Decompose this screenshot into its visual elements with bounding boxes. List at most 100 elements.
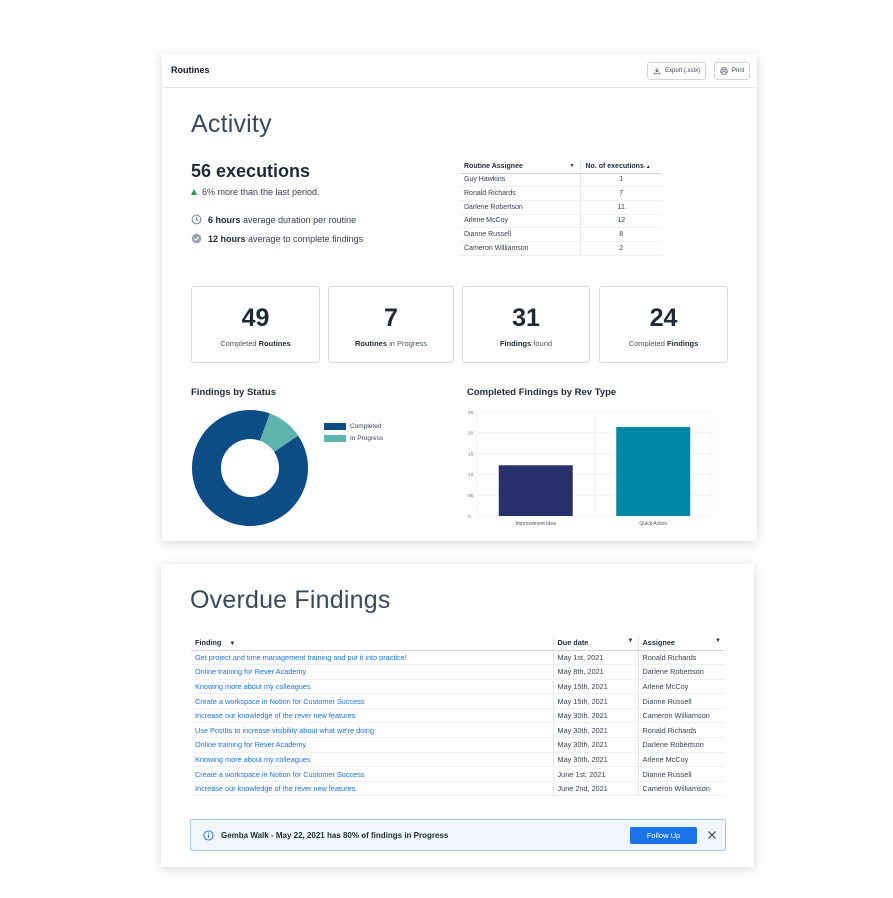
findings-status-donut bbox=[192, 410, 308, 526]
execution-count: 11 bbox=[580, 200, 662, 215]
finding-link[interactable]: Online training for Rever Academy bbox=[191, 664, 554, 680]
y-tick-label: 20 bbox=[468, 431, 474, 437]
routines-topbar: Routines Export (.xslx) Print bbox=[162, 54, 757, 88]
table-row: Get project and time management training… bbox=[191, 650, 725, 666]
overdue-heading: Overdue Findings bbox=[190, 586, 391, 614]
x-tick-label: Improvement Idea bbox=[516, 521, 557, 527]
routines-in-progress-kpi: 7 Routines in Progress bbox=[328, 286, 454, 363]
duration-stat: 6 hours average duration per routine bbox=[191, 214, 356, 225]
assignee-table: Routine Assignee ▼ No. of executions ▲ Gu… bbox=[459, 160, 662, 256]
complete-text: average to complete findings bbox=[248, 233, 364, 244]
findings-found-kpi: 31 Findings found bbox=[462, 286, 590, 363]
findings-status-title: Findings by Status bbox=[191, 387, 276, 398]
kpi-label: Completed Routines bbox=[192, 339, 319, 348]
due-date: June 2nd, 2021 bbox=[553, 781, 639, 797]
finding-link[interactable]: Get project and time management training… bbox=[191, 650, 554, 666]
table-row: Cameron Williamson 2 bbox=[459, 241, 662, 256]
table-row: Knowing more about my colleagues May 30th… bbox=[191, 752, 725, 768]
kpi-value: 7 bbox=[384, 304, 398, 332]
legend-swatch-completed bbox=[324, 423, 346, 430]
kpi-label-bold: Routines bbox=[258, 339, 291, 348]
y-tick-label: 05 bbox=[468, 493, 474, 499]
y-tick-label: 25 bbox=[468, 410, 474, 416]
due-date: May 8th, 2021 bbox=[553, 664, 639, 680]
routines-card: Routines Export (.xslx) Print Activity 5… bbox=[162, 54, 757, 541]
complete-value: 12 hours bbox=[208, 233, 246, 244]
assignee: Arlene McCoy bbox=[638, 679, 725, 695]
finding-link[interactable]: Use PostIts to increase visibility about… bbox=[191, 722, 554, 739]
bar-quick-action bbox=[616, 426, 691, 516]
complete-stat: 12 hours average to complete findings bbox=[191, 233, 363, 244]
table-row: Increase our knowledge of the rever new … bbox=[191, 708, 725, 724]
kpi-label-bold: Routines bbox=[354, 339, 388, 348]
due-date: May 15th, 2021 bbox=[553, 693, 639, 709]
print-button-label: Print bbox=[732, 68, 745, 74]
finding-link[interactable]: Create a workspace in Notion for Custome… bbox=[191, 693, 554, 709]
table-row: Increase our knowledge of the rever new … bbox=[191, 781, 725, 797]
export-button-label: Export (.xslx) bbox=[665, 68, 701, 74]
kpi-label-pre: Completed bbox=[628, 339, 668, 348]
info-icon bbox=[203, 829, 214, 841]
export-button[interactable]: Export (.xslx) bbox=[647, 62, 707, 80]
print-button[interactable]: Print bbox=[714, 62, 751, 80]
due-date: May 30th, 2021 bbox=[553, 722, 639, 739]
legend-label-in-progress: In Progress bbox=[350, 435, 384, 442]
kpi-value: 24 bbox=[649, 304, 678, 332]
assignee-column-header[interactable]: Routine Assignee ▼ bbox=[459, 160, 581, 174]
finding-link[interactable]: Create a workspace in Notion for Custome… bbox=[191, 766, 554, 782]
finding-link[interactable]: Online training for Rever Academy bbox=[191, 737, 554, 753]
assignee-name: Ronald Richards bbox=[459, 186, 581, 201]
legend-completed: Completed bbox=[324, 423, 381, 430]
due-date: May 1st, 2021 bbox=[553, 650, 639, 666]
assignee-name: Cameron Williamson bbox=[459, 241, 581, 256]
overdue-card: Overdue Findings Finding ▼ Due date ▼ Assi… bbox=[161, 564, 754, 867]
sort-ascending-icon: ▲ bbox=[645, 163, 651, 170]
due-date: May 15th, 2021 bbox=[553, 679, 639, 695]
finding-link[interactable]: Knowing more about my colleagues bbox=[191, 679, 554, 695]
dropdown-icon: ▼ bbox=[627, 638, 634, 645]
due-date-column-header[interactable]: Due date ▼ bbox=[553, 636, 639, 651]
executions-delta: 6% more than the last period. bbox=[191, 187, 320, 197]
slice-in-progress bbox=[259, 413, 299, 452]
table-row: Ronald Richards 7 bbox=[459, 186, 662, 201]
dropdown-icon: ▼ bbox=[715, 638, 721, 645]
assignee: Dianne Russell bbox=[638, 693, 725, 709]
execution-count: 2 bbox=[580, 241, 662, 256]
y-tick-label: 0 bbox=[468, 514, 471, 520]
follow-up-button[interactable]: Follow Up bbox=[630, 827, 697, 844]
download-icon bbox=[653, 67, 661, 75]
finding-link[interactable]: Increase our knowledge of the rever new … bbox=[191, 708, 554, 724]
assignee: Ronald Richards bbox=[638, 722, 725, 739]
trend-up-icon bbox=[191, 189, 197, 195]
kpi-value: 49 bbox=[241, 304, 270, 332]
execution-count: 8 bbox=[580, 227, 662, 242]
printer-icon bbox=[720, 67, 728, 75]
gemba-alert: Gemba Walk - May 22, 2021 has 80% of fin… bbox=[190, 819, 726, 851]
table-row: Use PostIts to increase visibility about… bbox=[191, 722, 725, 739]
x-tick-label: Quick Action bbox=[639, 521, 667, 527]
finding-column-header[interactable]: Finding ▼ bbox=[191, 636, 554, 651]
dropdown-icon: ▼ bbox=[229, 641, 236, 648]
kpi-label-post: found bbox=[531, 339, 553, 348]
close-icon[interactable] bbox=[706, 829, 718, 841]
activity-heading: Activity bbox=[191, 110, 272, 138]
table-row: Create a workspace in Notion for Custome… bbox=[191, 766, 725, 782]
table-row: Online training for Rever Academy May 8th… bbox=[191, 664, 725, 680]
assignee: Arlene McCoy bbox=[638, 752, 725, 768]
finding-link[interactable]: Increase our knowledge of the rever new … bbox=[191, 781, 554, 797]
legend-label-completed: Completed bbox=[350, 423, 382, 430]
table-row: Arlene McCoy 12 bbox=[459, 214, 662, 229]
assignee-column-header[interactable]: Assignee ▼ bbox=[638, 636, 725, 651]
table-row: Guy Hawkins 1 bbox=[459, 173, 662, 188]
table-row: Darlene Robertson 11 bbox=[459, 200, 662, 215]
bar-improvement-idea bbox=[498, 465, 573, 516]
finding-link[interactable]: Knowing more about my colleagues bbox=[191, 752, 554, 768]
executions-column-header[interactable]: No. of executions ▲ bbox=[580, 160, 662, 174]
dropdown-icon: ▼ bbox=[569, 162, 575, 169]
legend-swatch-in-progress bbox=[324, 435, 346, 442]
check-circle-icon bbox=[191, 233, 202, 244]
kpi-label: Findings found bbox=[463, 339, 589, 348]
due-date: May 30th, 2021 bbox=[553, 752, 639, 768]
execution-count: 7 bbox=[580, 186, 662, 201]
legend-in-progress: In Progress bbox=[324, 435, 383, 442]
